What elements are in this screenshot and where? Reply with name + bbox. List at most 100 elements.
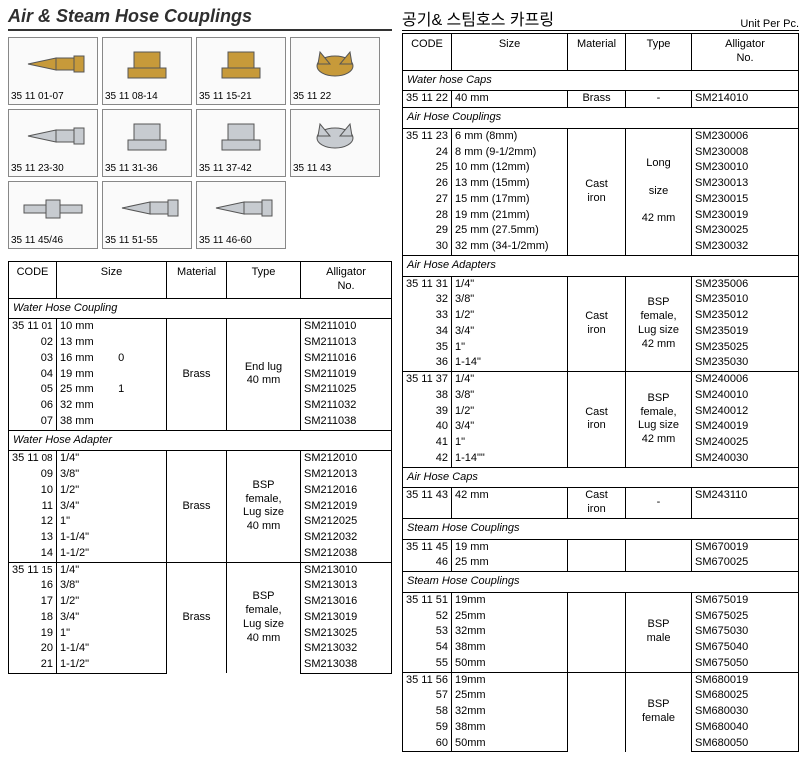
coupling-nut-icon bbox=[206, 42, 276, 86]
size-cell: 15 mm (17mm) bbox=[452, 192, 568, 208]
size-cell: 3/4" bbox=[452, 324, 568, 340]
size-cell: 1" bbox=[452, 435, 568, 451]
alligator-cell: SM675030 bbox=[692, 624, 799, 640]
size-cell: 25 mm 1 bbox=[57, 382, 167, 398]
type-cell: BSP male bbox=[626, 592, 692, 672]
alligator-cell: SM230015 bbox=[692, 192, 799, 208]
size-cell: 3/4" bbox=[57, 499, 167, 515]
col-alligator: Alligator No. bbox=[692, 34, 799, 71]
size-cell: 3/8" bbox=[452, 388, 568, 404]
alligator-cell: SM240006 bbox=[692, 372, 799, 388]
type-cell: - bbox=[626, 488, 692, 519]
coupling-barb-icon bbox=[112, 186, 182, 230]
table-header: CODE Size Material Type Alligator No. bbox=[9, 262, 392, 299]
code-cell: 07 bbox=[9, 414, 57, 430]
size-cell: 1-1/2" bbox=[57, 657, 167, 673]
size-cell: 1-1/4" bbox=[57, 641, 167, 657]
thumb-image bbox=[291, 110, 379, 162]
thumb-image bbox=[9, 110, 97, 162]
size-cell: 32 mm bbox=[57, 398, 167, 414]
thumb-caption: 35 11 22 bbox=[291, 90, 379, 104]
alligator-cell: SM211038 bbox=[301, 414, 392, 430]
code-cell: 57 bbox=[403, 688, 452, 704]
section-title: Water Hose Adapter bbox=[9, 430, 392, 451]
code-cell: 36 bbox=[403, 355, 452, 371]
size-cell: 3/8" bbox=[57, 467, 167, 483]
code-cell: 58 bbox=[403, 704, 452, 720]
type-cell: BSP female, Lug size 40 mm bbox=[227, 562, 301, 673]
thumb: 35 11 31-36 bbox=[102, 109, 192, 177]
size-cell: 25 mm (27.5mm) bbox=[452, 223, 568, 239]
size-cell: 1" bbox=[452, 340, 568, 356]
thumb-caption: 35 11 01-07 bbox=[9, 90, 97, 104]
size-cell: 1-14" bbox=[452, 355, 568, 371]
section-row: Air Hose Caps bbox=[403, 467, 799, 488]
code-cell: 19 bbox=[9, 626, 57, 642]
size-cell: 3/8" bbox=[57, 578, 167, 594]
code-cell: 17 bbox=[9, 594, 57, 610]
code-cell: 54 bbox=[403, 640, 452, 656]
alligator-cell: SM680050 bbox=[692, 736, 799, 752]
alligator-cell: SM230008 bbox=[692, 145, 799, 161]
size-cell: 1-1/2" bbox=[57, 546, 167, 562]
section-title: Air Hose Caps bbox=[403, 467, 799, 488]
table-header: CODE Size Material Type Alligator No. bbox=[403, 34, 799, 71]
title-row-right: 공기& 스팀호스 카프링 Unit Per Pc. bbox=[402, 6, 799, 31]
coupling-wing-icon bbox=[300, 42, 370, 86]
alligator-cell: SM243110 bbox=[692, 488, 799, 519]
thumbnail-grid: 35 11 01-07 35 11 08-14 35 11 15-21 35 1… bbox=[8, 37, 392, 253]
right-body: Water hose Caps35 11 2240 mmBrass-SM2140… bbox=[403, 70, 799, 752]
alligator-cell: SM230006 bbox=[692, 128, 799, 144]
right-table: CODE Size Material Type Alligator No. Wa… bbox=[402, 33, 799, 752]
size-cell: 50mm bbox=[452, 656, 568, 672]
col-alligator: Alligator No. bbox=[301, 262, 392, 299]
size-cell: 6 mm (8mm) bbox=[452, 128, 568, 144]
alligator-cell: SM235019 bbox=[692, 324, 799, 340]
size-cell: 19 mm bbox=[452, 539, 568, 555]
alligator-cell: SM240025 bbox=[692, 435, 799, 451]
alligator-cell: SM230019 bbox=[692, 208, 799, 224]
material-cell: Brass bbox=[167, 451, 227, 562]
material-cell: Cast iron bbox=[568, 372, 626, 468]
alligator-cell: SM211010 bbox=[301, 319, 392, 335]
code-cell: 35 11 23 bbox=[403, 128, 452, 144]
size-cell: 1/2" bbox=[57, 483, 167, 499]
table-row: 35 11 081/4"BrassBSP female, Lug size 40… bbox=[9, 451, 392, 467]
thumb: 35 11 08-14 bbox=[102, 37, 192, 105]
alligator-cell: SM213010 bbox=[301, 562, 392, 578]
code-cell: 14 bbox=[9, 546, 57, 562]
unit-label: Unit Per Pc. bbox=[740, 18, 799, 30]
alligator-cell: SM235010 bbox=[692, 292, 799, 308]
code-cell: 13 bbox=[9, 530, 57, 546]
size-cell: 8 mm (9-1/2mm) bbox=[452, 145, 568, 161]
code-cell: 52 bbox=[403, 609, 452, 625]
code-cell: 35 bbox=[403, 340, 452, 356]
size-cell: 40 mm bbox=[452, 91, 568, 108]
col-code: CODE bbox=[9, 262, 57, 299]
section-row: Air Hose Couplings bbox=[403, 108, 799, 129]
alligator-cell: SM211013 bbox=[301, 335, 392, 351]
table-row: 35 11 5119mmBSP maleSM675019 bbox=[403, 592, 799, 608]
thumb-caption: 35 11 08-14 bbox=[103, 90, 191, 104]
alligator-cell: SM211016 bbox=[301, 351, 392, 367]
thumb: 35 11 22 bbox=[290, 37, 380, 105]
page-title-ko: 공기& 스팀호스 카프링 bbox=[402, 6, 554, 30]
code-cell: 46 bbox=[403, 555, 452, 571]
code-cell: 25 bbox=[403, 160, 452, 176]
thumb-caption: 35 11 15-21 bbox=[197, 90, 285, 104]
table-row: 35 11 4342 mmCast iron-SM243110 bbox=[403, 488, 799, 519]
size-cell: 38mm bbox=[452, 640, 568, 656]
code-cell: 42 bbox=[403, 451, 452, 467]
code-cell: 39 bbox=[403, 404, 452, 420]
material-cell: Cast iron bbox=[568, 276, 626, 372]
code-cell: 35 11 43 bbox=[403, 488, 452, 519]
size-cell: 1/4" bbox=[57, 451, 167, 467]
coupling-nut-icon bbox=[206, 114, 276, 158]
alligator-cell: SM240030 bbox=[692, 451, 799, 467]
alligator-cell: SM212013 bbox=[301, 467, 392, 483]
code-cell: 33 bbox=[403, 308, 452, 324]
thumb-caption: 35 11 43 bbox=[291, 162, 379, 176]
material-cell: Cast iron bbox=[568, 128, 626, 255]
section-row: Air Hose Adapters bbox=[403, 255, 799, 276]
size-cell: 19 mm (21mm) bbox=[452, 208, 568, 224]
